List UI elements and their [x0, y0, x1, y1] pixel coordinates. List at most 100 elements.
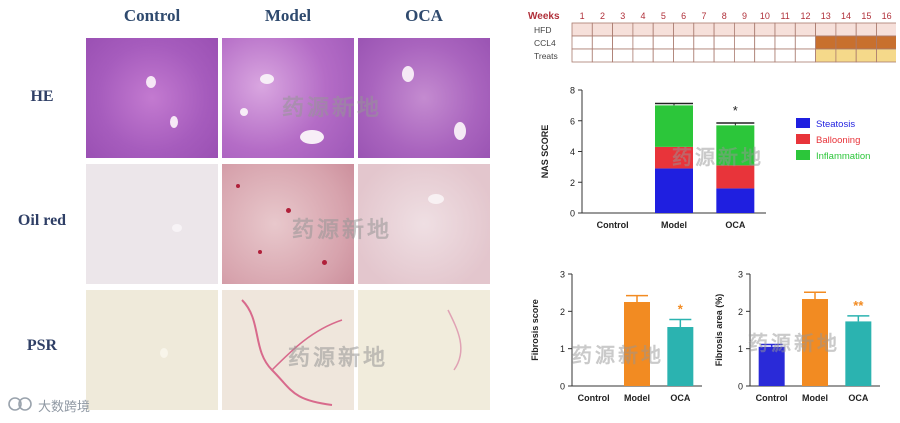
fibrosis-score-chart: 0 1 2 3 Fibrosis score Control Model OCA * 药源新地 — [530, 270, 702, 403]
timeline-cell — [876, 22, 896, 37]
timeline-cell — [855, 35, 877, 50]
bar-segment-ballooning — [655, 146, 693, 169]
y-tick-label: 3 — [560, 270, 565, 280]
he-oca-image — [358, 38, 490, 158]
timeline-cell — [591, 48, 614, 63]
nas-score-chart: 0 2 4 6 8 NAS SCORE Control Model OCA * Steatosis B… — [540, 86, 870, 231]
timeline-cell — [673, 48, 695, 63]
x-tick-label: Model — [661, 220, 687, 230]
timeline-cell — [612, 35, 634, 50]
x-tick-label: OCA — [670, 393, 691, 403]
footer-logo-text: 大数跨境 — [38, 400, 91, 415]
timeline-cell — [652, 35, 674, 50]
oil-red-control-image — [86, 164, 218, 284]
timeline-cell — [774, 35, 796, 50]
x-tick-label: Model — [802, 393, 828, 403]
legend-swatch — [796, 150, 810, 160]
timeline-cell — [571, 22, 593, 37]
timeline-cell — [612, 22, 634, 37]
row-header-he: HE — [30, 88, 54, 105]
bar-segment-steatosis — [716, 188, 755, 213]
bar-segment-ballooning — [716, 165, 755, 189]
timeline-cell — [815, 35, 837, 50]
timeline-cell — [571, 48, 593, 63]
timeline-cell — [612, 48, 634, 63]
x-tick-label: OCA — [725, 220, 746, 230]
legend-label: Ballooning — [816, 135, 860, 146]
timeline-cell — [693, 35, 715, 50]
significance-marker: * — [678, 302, 684, 317]
bar — [845, 321, 872, 386]
timeline-cell — [632, 22, 654, 37]
timeline-cell — [855, 22, 877, 37]
timeline-cell — [571, 35, 593, 50]
timeline-cell — [815, 48, 837, 63]
week-number: 1 — [580, 11, 585, 21]
timeline-cell — [794, 48, 816, 63]
timeline-row-label: HFD — [534, 25, 551, 35]
y-tick-label: 0 — [570, 209, 575, 219]
timeline-cell — [754, 35, 776, 50]
x-tick-label: Model — [624, 393, 650, 403]
timeline-row-label: CCL4 — [534, 38, 556, 48]
week-number: 16 — [882, 11, 892, 21]
y-tick-label: 0 — [738, 382, 743, 392]
timeline-cell — [591, 35, 614, 50]
week-number: 12 — [800, 11, 810, 21]
week-number: 7 — [701, 11, 706, 21]
timeline-cell — [774, 22, 796, 37]
timeline-cell — [713, 48, 735, 63]
column-header-oca: OCA — [405, 6, 443, 25]
watermark: 药源新地 — [572, 343, 664, 367]
timeline-cell — [774, 48, 796, 63]
timeline-cell — [794, 22, 816, 37]
row-header-oil-red: Oil red — [17, 212, 67, 229]
y-tick-label: 2 — [560, 307, 565, 317]
timeline-cell — [632, 35, 654, 50]
treatment-timeline: Weeks 1 2 3 4 5 6 7 8 9 10 11 12 13 14 15 16HFDCCL4Treat… — [528, 11, 896, 63]
timeline-cell — [876, 48, 896, 63]
timeline-cell — [652, 22, 674, 37]
timeline-cell — [652, 48, 674, 63]
timeline-cell — [673, 35, 695, 50]
y-tick-label: 3 — [738, 270, 743, 280]
he-control-image — [86, 38, 218, 158]
y-axis-label: Fibrosis score — [530, 299, 540, 361]
timeline-cell — [815, 22, 837, 37]
bar — [758, 346, 785, 386]
week-number: 3 — [620, 11, 625, 21]
week-number: 13 — [821, 11, 831, 21]
significance-marker: ** — [853, 298, 864, 313]
week-number: 6 — [681, 11, 686, 21]
timeline-cell — [794, 35, 816, 50]
legend-label: Steatosis — [816, 119, 855, 130]
timeline-cell — [632, 48, 654, 63]
week-number: 2 — [600, 11, 605, 21]
timeline-cell — [591, 22, 614, 37]
timeline-cell — [876, 35, 896, 50]
y-tick-label: 6 — [570, 116, 575, 126]
watermark: 药源新地 — [748, 331, 840, 355]
timeline-cell — [713, 35, 735, 50]
week-number: 8 — [722, 11, 727, 21]
y-axis-label: Fibrosis area (%) — [714, 294, 724, 367]
week-number: 14 — [841, 11, 851, 21]
timeline-cell — [733, 22, 756, 37]
y-tick-label: 1 — [560, 344, 565, 354]
y-axis-label: NAS SCORE — [540, 125, 550, 179]
bar-segment-inflammation — [655, 105, 693, 147]
y-tick-label: 2 — [738, 307, 743, 317]
weeks-label: Weeks — [528, 11, 560, 22]
week-number: 11 — [780, 11, 789, 21]
timeline-cell — [855, 48, 877, 63]
week-number: 5 — [661, 11, 666, 21]
week-number: 4 — [641, 11, 646, 21]
bar-segment-steatosis — [655, 168, 693, 213]
column-header-model: Model — [264, 6, 312, 25]
timeline-cell — [835, 35, 857, 50]
legend-label: Inflammation — [816, 151, 870, 162]
legend-swatch — [796, 118, 810, 128]
y-tick-label: 1 — [738, 344, 743, 354]
timeline-cell — [835, 22, 857, 37]
significance-marker: * — [733, 103, 738, 118]
